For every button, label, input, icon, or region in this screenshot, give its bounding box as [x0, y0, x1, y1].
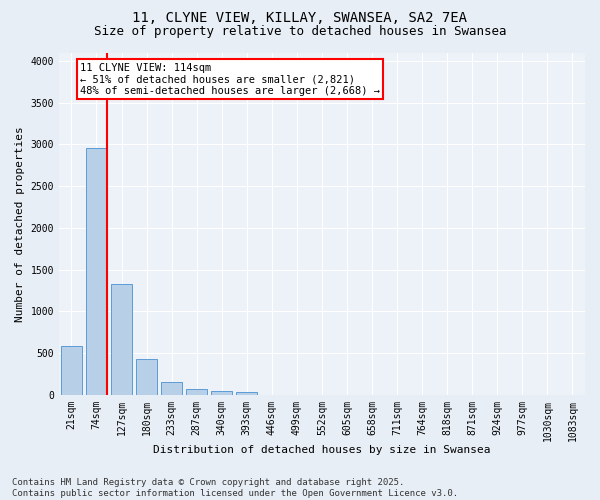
- Text: 11 CLYNE VIEW: 114sqm
← 51% of detached houses are smaller (2,821)
48% of semi-d: 11 CLYNE VIEW: 114sqm ← 51% of detached …: [80, 62, 380, 96]
- Bar: [136, 359, 157, 395]
- Bar: [186, 388, 208, 395]
- Bar: [111, 284, 132, 395]
- Bar: [211, 391, 232, 395]
- Text: 11, CLYNE VIEW, KILLAY, SWANSEA, SA2 7EA: 11, CLYNE VIEW, KILLAY, SWANSEA, SA2 7EA: [133, 11, 467, 25]
- Bar: [161, 382, 182, 395]
- Text: Size of property relative to detached houses in Swansea: Size of property relative to detached ho…: [94, 25, 506, 38]
- Y-axis label: Number of detached properties: Number of detached properties: [15, 126, 25, 322]
- Bar: [61, 346, 82, 395]
- Bar: [236, 392, 257, 395]
- Text: Contains HM Land Registry data © Crown copyright and database right 2025.
Contai: Contains HM Land Registry data © Crown c…: [12, 478, 458, 498]
- X-axis label: Distribution of detached houses by size in Swansea: Distribution of detached houses by size …: [153, 445, 491, 455]
- Bar: [86, 148, 107, 395]
